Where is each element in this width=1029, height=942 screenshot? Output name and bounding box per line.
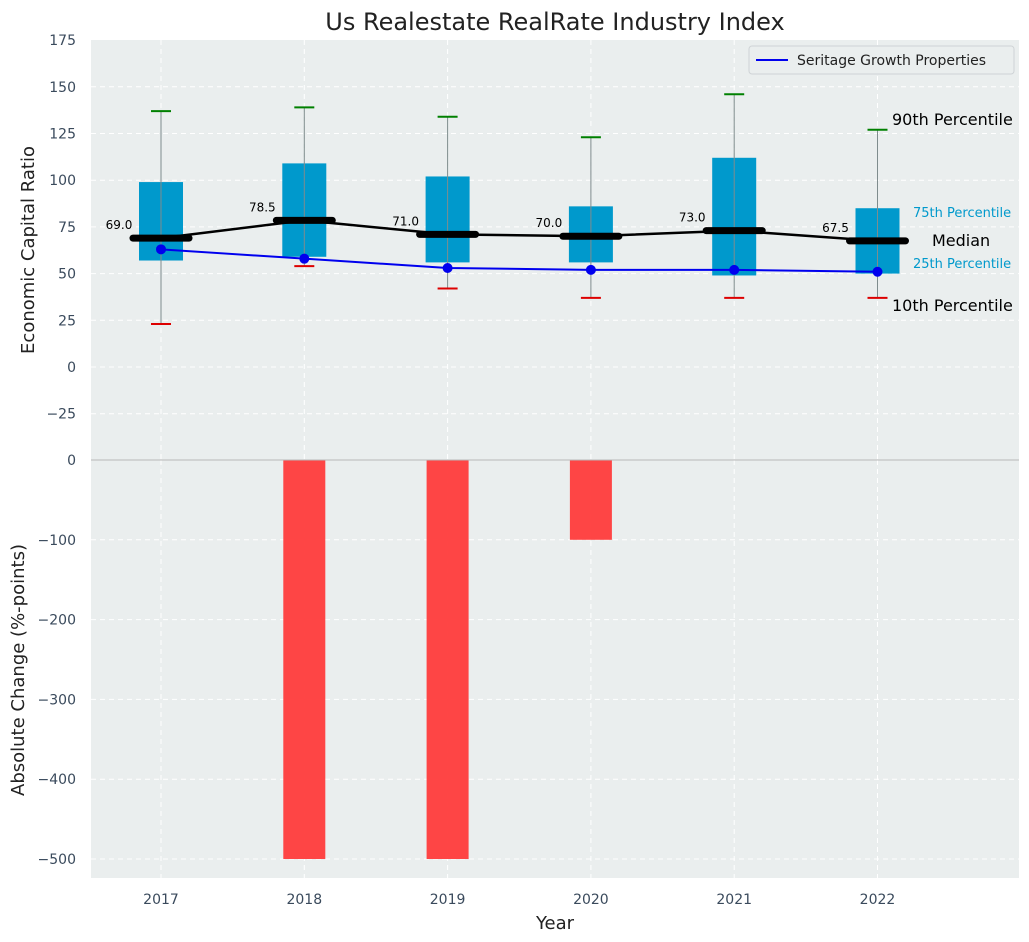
top-y-tick-label: 125 <box>49 127 76 143</box>
x-tick-label: 2020 <box>573 892 609 908</box>
chart-title: Us Realestate RealRate Industry Index <box>325 8 784 36</box>
x-tick-label: 2017 <box>143 892 179 908</box>
change-bar <box>283 460 326 859</box>
change-bar <box>569 460 612 540</box>
change-bar <box>426 460 469 859</box>
bottom-y-tick-label: −300 <box>38 692 76 708</box>
x-ticks: 2017 2018 2019 2020 2021 2022 <box>143 892 895 908</box>
top-y-tick-label: 50 <box>58 267 76 283</box>
bottom-plot-area <box>91 460 1019 878</box>
median-value-label: 67.5 <box>822 221 849 235</box>
bottom-y-tick-label: −200 <box>38 613 76 629</box>
top-y-tick-label: −25 <box>46 407 76 423</box>
legend-box <box>748 45 1015 75</box>
series-point <box>872 266 883 277</box>
top-y-ticks: −25 0 25 50 75 100 125 150 175 <box>46 33 76 423</box>
percentile-boxes: 69.0 78.5 71.0 70.0 73.0 67.5 <box>106 93 909 326</box>
x-tick-label: 2018 <box>286 892 322 908</box>
bottom-y-tick-label: −100 <box>38 533 76 549</box>
series-point <box>585 264 596 275</box>
series-point <box>442 262 453 273</box>
median-value-label: 69.0 <box>106 218 133 232</box>
x-axis-title: Year <box>535 913 575 934</box>
median-value-label: 78.5 <box>249 200 276 214</box>
bottom-y-tick-label: −500 <box>38 852 76 868</box>
bottom-grid <box>91 460 1019 878</box>
series-point <box>156 244 166 255</box>
top-y-tick-label: 150 <box>49 80 76 96</box>
median-value-label: 70.0 <box>536 216 563 230</box>
series-point <box>729 264 740 275</box>
annotation-p90: 90th Percentile <box>892 110 1013 129</box>
annotation-p25: 25th Percentile <box>913 257 1011 272</box>
bottom-y-ticks: −500 −400 −300 −200 −100 0 <box>38 453 76 868</box>
top-y-tick-label: 175 <box>49 33 76 49</box>
series-point <box>299 253 310 264</box>
legend-series-label: Seritage Growth Properties <box>797 53 986 69</box>
top-y-axis-title: Economic Capital Ratio <box>18 146 39 354</box>
median-value-label: 73.0 <box>679 211 706 225</box>
bottom-y-tick-label: −400 <box>38 772 76 788</box>
series-line <box>160 248 878 273</box>
median-value-label: 71.0 <box>392 214 419 228</box>
top-y-tick-label: 25 <box>58 313 76 329</box>
x-tick-label: 2021 <box>716 892 752 908</box>
bottom-y-tick-label: 0 <box>67 453 76 469</box>
top-y-tick-label: 0 <box>67 360 76 376</box>
top-y-tick-label: 100 <box>49 173 76 189</box>
annotation-p10: 10th Percentile <box>892 296 1013 315</box>
change-bars <box>283 460 612 859</box>
x-tick-label: 2022 <box>860 892 896 908</box>
legend: Seritage Growth Properties <box>748 45 1015 75</box>
bottom-y-axis-title: Absolute Change (%-points) <box>8 544 29 796</box>
x-tick-label: 2019 <box>430 892 466 908</box>
annotation-median: Median <box>932 231 990 250</box>
annotation-p75: 75th Percentile <box>913 206 1011 221</box>
top-y-tick-label: 75 <box>58 220 76 236</box>
